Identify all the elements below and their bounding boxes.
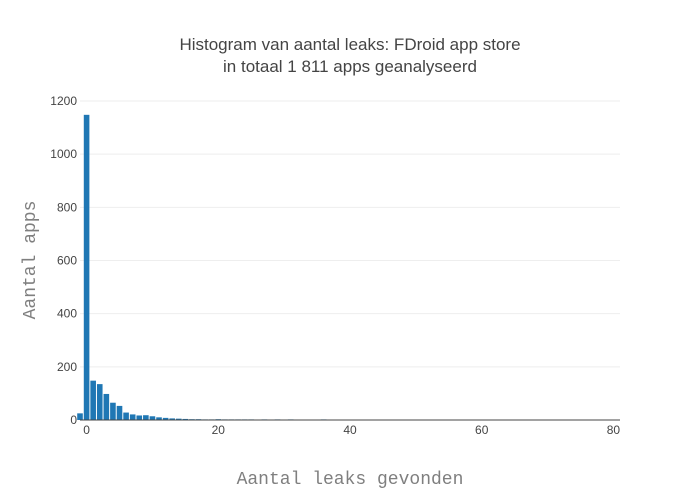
x-tick-label: 80 xyxy=(607,423,621,437)
y-tick-label: 0 xyxy=(70,413,77,427)
histogram-bar xyxy=(143,415,149,420)
histogram-bar xyxy=(162,417,169,420)
histogram-bar xyxy=(90,380,96,420)
x-tick-labels: 0 20 40 60 80 xyxy=(83,423,620,437)
y-tick-label: 1200 xyxy=(50,94,77,108)
histogram-bar xyxy=(136,415,143,420)
x-tick-label: 20 xyxy=(212,423,226,437)
y-axis-title: Aantal apps xyxy=(21,201,41,320)
histogram-bar xyxy=(156,417,162,420)
y-tick-labels: 0 200 400 600 800 1000 1200 xyxy=(50,94,77,427)
y-gridlines xyxy=(80,100,620,368)
y-tick-label: 600 xyxy=(57,254,77,268)
histogram-bar xyxy=(169,418,175,420)
x-tick-label: 40 xyxy=(343,423,357,437)
chart-title-line-2: in totaal 1 811 apps geanalyseerd xyxy=(223,57,477,76)
y-tick-label: 1000 xyxy=(50,147,77,161)
histogram-bar xyxy=(103,393,110,420)
histogram-bar xyxy=(123,412,129,420)
histogram-bar xyxy=(182,418,189,420)
histogram-bar xyxy=(149,416,156,420)
chart-title-line-1: Histogram van aantal leaks: FDroid app s… xyxy=(179,35,520,54)
y-tick-label: 400 xyxy=(57,307,77,321)
histogram-bar xyxy=(96,384,103,420)
histogram-bar xyxy=(77,413,83,420)
histogram-bars xyxy=(77,114,327,420)
histogram-bar xyxy=(83,114,90,420)
x-tick-label: 60 xyxy=(475,423,489,437)
histogram-bar xyxy=(129,414,136,420)
y-tick-label: 200 xyxy=(57,360,77,374)
x-axis-title: Aantal leaks gevonden xyxy=(237,470,464,490)
histogram-bar xyxy=(175,418,182,420)
y-tick-label: 800 xyxy=(57,200,77,214)
histogram-bar xyxy=(110,402,116,420)
histogram-bar xyxy=(116,405,123,420)
x-tick-label: 0 xyxy=(83,423,90,437)
